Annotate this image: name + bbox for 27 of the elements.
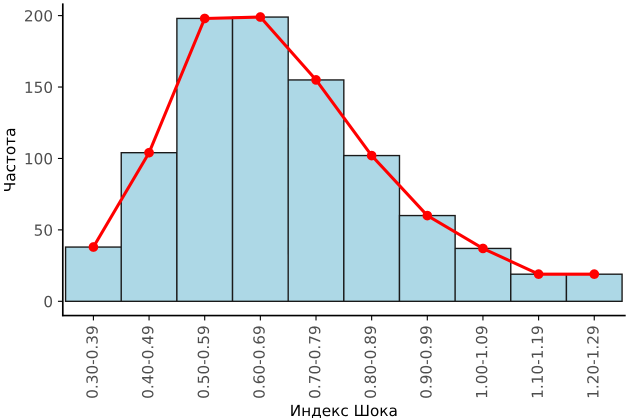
y-tick-label: 50 — [34, 224, 52, 236]
x-axis-title: Индекс Шока — [291, 404, 397, 418]
point — [534, 269, 544, 280]
point — [255, 12, 266, 22]
x-tick-label: 0.50-0.59 — [198, 326, 210, 398]
x-tick-label: 0.80-0.89 — [364, 326, 376, 398]
x-tick-label: 0.40-0.49 — [142, 326, 154, 398]
y-tick-label: 200 — [25, 10, 52, 22]
x-tick-label: 0.30-0.39 — [86, 326, 98, 398]
point — [311, 75, 321, 85]
point — [366, 150, 377, 160]
x-tick-label: 1.20-1.29 — [587, 326, 599, 398]
point — [422, 210, 432, 220]
point — [589, 269, 600, 280]
point — [478, 244, 488, 254]
point — [200, 14, 210, 24]
point — [88, 242, 98, 252]
y-tick-label: 100 — [26, 152, 52, 164]
x-tick-label: 1.10-1.19 — [531, 326, 544, 398]
x-tick-label: 1.00-1.09 — [476, 326, 488, 398]
point — [144, 148, 154, 158]
y-tick-label: 0 — [44, 296, 52, 308]
x-tick-label: 0.90-0.99 — [420, 326, 432, 398]
y-tick-label: 150 — [26, 82, 52, 94]
y-axis-title: Частота — [4, 128, 16, 191]
x-tick-label: 0.60-0.69 — [253, 326, 265, 398]
x-tick-label: 0.70-0.79 — [308, 326, 320, 398]
